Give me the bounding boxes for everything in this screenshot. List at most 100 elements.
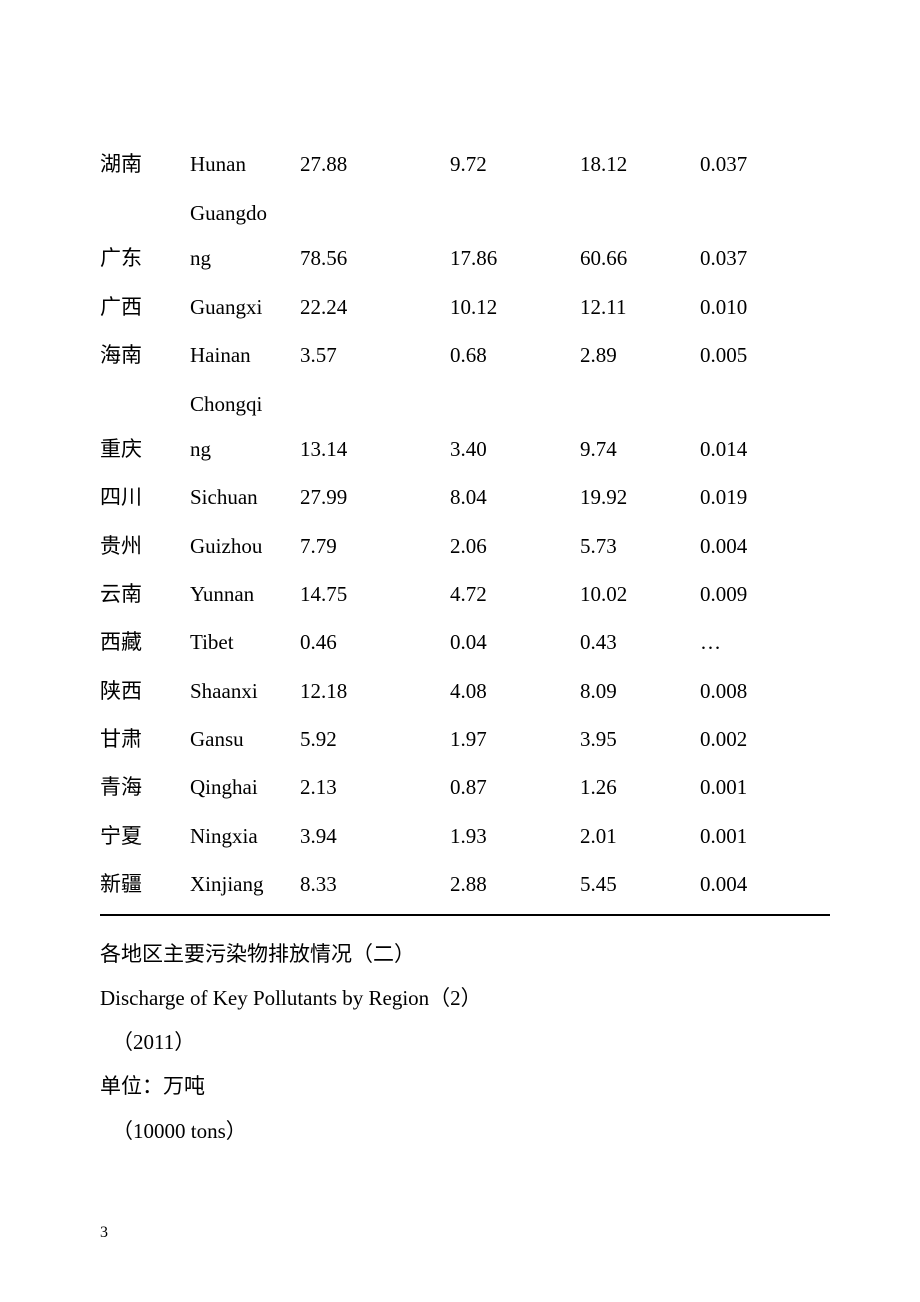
region-en: Hunan (190, 140, 300, 188)
value-3: 19.92 (580, 473, 700, 521)
value-4: 0.037 (700, 140, 830, 188)
table-row: 甘肃Gansu5.921.973.950.002 (100, 715, 830, 763)
region-en-part: ng (190, 425, 300, 473)
region-en-part: ng (190, 234, 300, 282)
value-2: 10.12 (450, 283, 580, 331)
value-1: 14.75 (300, 570, 450, 618)
region-cn: 宁夏 (100, 812, 190, 860)
region-en: Yunnan (190, 570, 300, 618)
table-row: 西藏Tibet0.460.040.43… (100, 618, 830, 666)
table-row: 海南Hainan3.570.682.890.005 (100, 331, 830, 379)
region-en: Gansu (190, 715, 300, 763)
value-1: 27.99 (300, 473, 450, 521)
value-4: 0.002 (700, 715, 830, 763)
region-cn: 云南 (100, 570, 190, 618)
table-row: 云南Yunnan14.754.7210.020.009 (100, 570, 830, 618)
value-3: 1.26 (580, 763, 700, 811)
page-number: 3 (100, 1215, 108, 1252)
value-1: 7.79 (300, 522, 450, 570)
value-4: 0.010 (700, 283, 830, 331)
footer-unit-en: （10000 tons） (100, 1109, 830, 1153)
value-1: 2.13 (300, 763, 450, 811)
pollutant-table: 湖南Hunan27.889.7218.120.037Guangdo广东ng78.… (100, 140, 830, 916)
table-row: 四川Sichuan27.998.0419.920.019 (100, 473, 830, 521)
region-cn: 青海 (100, 763, 190, 811)
value-4: 0.009 (700, 570, 830, 618)
value-3: 3.95 (580, 715, 700, 763)
value-2: 0.87 (450, 763, 580, 811)
value-3: 0.43 (580, 618, 700, 666)
value-1: 78.56 (300, 234, 450, 282)
footer-year: （2011） (100, 1020, 830, 1064)
value-2: 8.04 (450, 473, 580, 521)
value-4: 0.008 (700, 667, 830, 715)
value-4: 0.019 (700, 473, 830, 521)
value-2: 9.72 (450, 140, 580, 188)
region-cn: 四川 (100, 473, 190, 521)
value-3: 8.09 (580, 667, 700, 715)
region-cn: 湖南 (100, 140, 190, 188)
value-4: 0.005 (700, 331, 830, 379)
region-cn: 西藏 (100, 618, 190, 666)
region-en-part: Guangdo (190, 188, 300, 234)
value-2: 2.06 (450, 522, 580, 570)
value-3: 2.01 (580, 812, 700, 860)
value-2: 17.86 (450, 234, 580, 282)
value-4: 0.001 (700, 812, 830, 860)
region-cn: 陕西 (100, 667, 190, 715)
value-2: 4.72 (450, 570, 580, 618)
region-en: Ningxia (190, 812, 300, 860)
region-cn: 新疆 (100, 860, 190, 915)
region-en: Guangxi (190, 283, 300, 331)
value-1: 13.14 (300, 425, 450, 473)
value-1: 5.92 (300, 715, 450, 763)
value-2: 4.08 (450, 667, 580, 715)
value-4: 0.004 (700, 522, 830, 570)
value-1: 3.57 (300, 331, 450, 379)
value-1: 27.88 (300, 140, 450, 188)
table-row: 广西Guangxi22.2410.1212.110.010 (100, 283, 830, 331)
value-1: 22.24 (300, 283, 450, 331)
value-4: 0.004 (700, 860, 830, 915)
value-4: 0.014 (700, 425, 830, 473)
region-en: Xinjiang (190, 860, 300, 915)
table-row-continuation: Chongqi (100, 379, 830, 425)
value-4: 0.001 (700, 763, 830, 811)
value-2: 0.04 (450, 618, 580, 666)
value-3: 12.11 (580, 283, 700, 331)
value-1: 3.94 (300, 812, 450, 860)
table-row: 宁夏Ningxia3.941.932.010.001 (100, 812, 830, 860)
table-row: 新疆Xinjiang8.332.885.450.004 (100, 860, 830, 915)
value-3: 9.74 (580, 425, 700, 473)
table-row: 重庆ng13.143.409.740.014 (100, 425, 830, 473)
region-en-part: Chongqi (190, 379, 300, 425)
region-en: Shaanxi (190, 667, 300, 715)
value-1: 12.18 (300, 667, 450, 715)
value-3: 10.02 (580, 570, 700, 618)
region-cn: 广东 (100, 234, 190, 282)
value-1: 0.46 (300, 618, 450, 666)
value-3: 5.73 (580, 522, 700, 570)
footer-unit-cn: 单位：万吨 (100, 1064, 830, 1108)
table-row: 广东ng78.5617.8660.660.037 (100, 234, 830, 282)
value-3: 60.66 (580, 234, 700, 282)
table-row-continuation: Guangdo (100, 188, 830, 234)
footer-section: 各地区主要污染物排放情况（二） Discharge of Key Polluta… (100, 932, 830, 1152)
value-3: 2.89 (580, 331, 700, 379)
table-row: 陕西Shaanxi12.184.088.090.008 (100, 667, 830, 715)
value-2: 3.40 (450, 425, 580, 473)
region-cn: 贵州 (100, 522, 190, 570)
region-cn: 甘肃 (100, 715, 190, 763)
value-4: … (700, 618, 830, 666)
value-1: 8.33 (300, 860, 450, 915)
region-en: Sichuan (190, 473, 300, 521)
value-2: 0.68 (450, 331, 580, 379)
region-en: Tibet (190, 618, 300, 666)
region-en: Hainan (190, 331, 300, 379)
value-2: 2.88 (450, 860, 580, 915)
region-en: Qinghai (190, 763, 300, 811)
region-en: Guizhou (190, 522, 300, 570)
footer-title-cn: 各地区主要污染物排放情况（二） (100, 932, 830, 976)
table-row: 青海Qinghai2.130.871.260.001 (100, 763, 830, 811)
region-cn: 重庆 (100, 425, 190, 473)
